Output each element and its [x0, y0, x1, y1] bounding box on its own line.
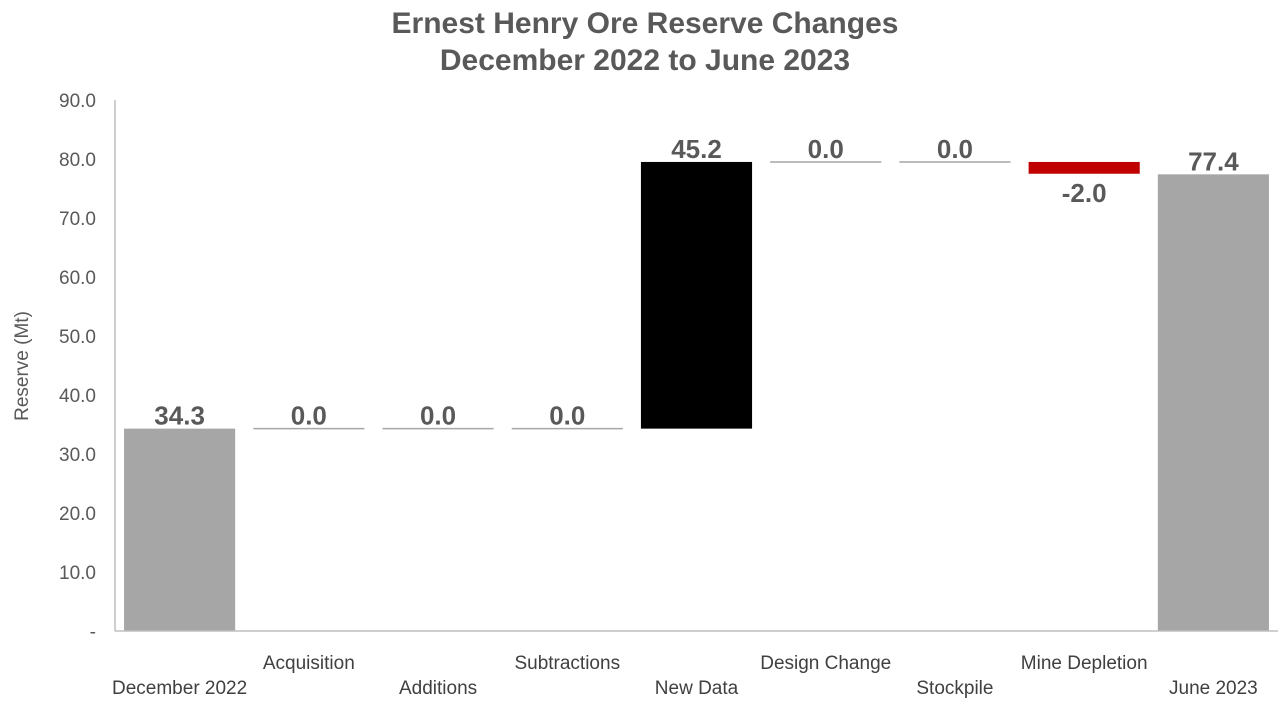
- y-axis-ticks: - 10.0 20.0 30.0 40.0 50.0 60.0 70.0 80.0 90.0: [59, 91, 96, 643]
- x-tick-label: June 2023: [1169, 678, 1258, 699]
- x-tick-label: Mine Depletion: [1021, 653, 1148, 674]
- data-label-stockpile: 0.0: [937, 134, 973, 164]
- data-label-design-change: 0.0: [808, 134, 844, 164]
- x-tick-label: Design Change: [760, 653, 891, 674]
- x-tick-label: New Data: [655, 678, 739, 699]
- data-label-june-2023: 77.4: [1188, 146, 1239, 176]
- x-tick-label: Additions: [399, 678, 477, 699]
- x-tick-label: Stockpile: [916, 678, 993, 699]
- data-label-acquisition: 0.0: [291, 401, 327, 431]
- bars: [124, 161, 1269, 631]
- bar-mine-depletion: [1028, 161, 1140, 174]
- bar-june-2023: [1157, 174, 1269, 631]
- x-tick-label: December 2022: [112, 678, 247, 699]
- x-tick-label: Acquisition: [263, 653, 355, 674]
- chart-subtitle: December 2022 to June 2023: [440, 44, 850, 77]
- y-tick-label: 30.0: [59, 445, 96, 466]
- y-tick-label: 20.0: [59, 504, 96, 525]
- data-label-subtractions: 0.0: [549, 401, 585, 431]
- data-label-mine-depletion: -2.0: [1062, 178, 1107, 208]
- y-tick-label: 80.0: [59, 150, 96, 171]
- bar-december-2022: [124, 428, 236, 631]
- y-tick-label: 90.0: [59, 91, 96, 112]
- y-tick-label: 70.0: [59, 209, 96, 230]
- y-tick-label: 40.0: [59, 386, 96, 407]
- data-label-additions: 0.0: [420, 401, 456, 431]
- bar-new-data: [640, 161, 753, 429]
- y-axis-label: Reserve (Mt): [12, 311, 33, 421]
- x-axis-ticks: December 2022 Acquisition Additions Subtrac…: [112, 653, 1258, 699]
- data-labels: 34.3 0.0 0.0 0.0 45.2 0.0 0.0 -2.0 77.4: [154, 134, 1239, 431]
- data-label-new-data: 45.2: [671, 134, 722, 164]
- y-tick-label: 60.0: [59, 268, 96, 289]
- y-tick-label: 10.0: [59, 563, 96, 584]
- data-label-december-2022: 34.3: [154, 401, 205, 431]
- y-tick-label: 50.0: [59, 327, 96, 348]
- chart-title: Ernest Henry Ore Reserve Changes: [392, 7, 899, 40]
- y-tick-label: -: [90, 622, 96, 643]
- x-tick-label: Subtractions: [514, 653, 620, 674]
